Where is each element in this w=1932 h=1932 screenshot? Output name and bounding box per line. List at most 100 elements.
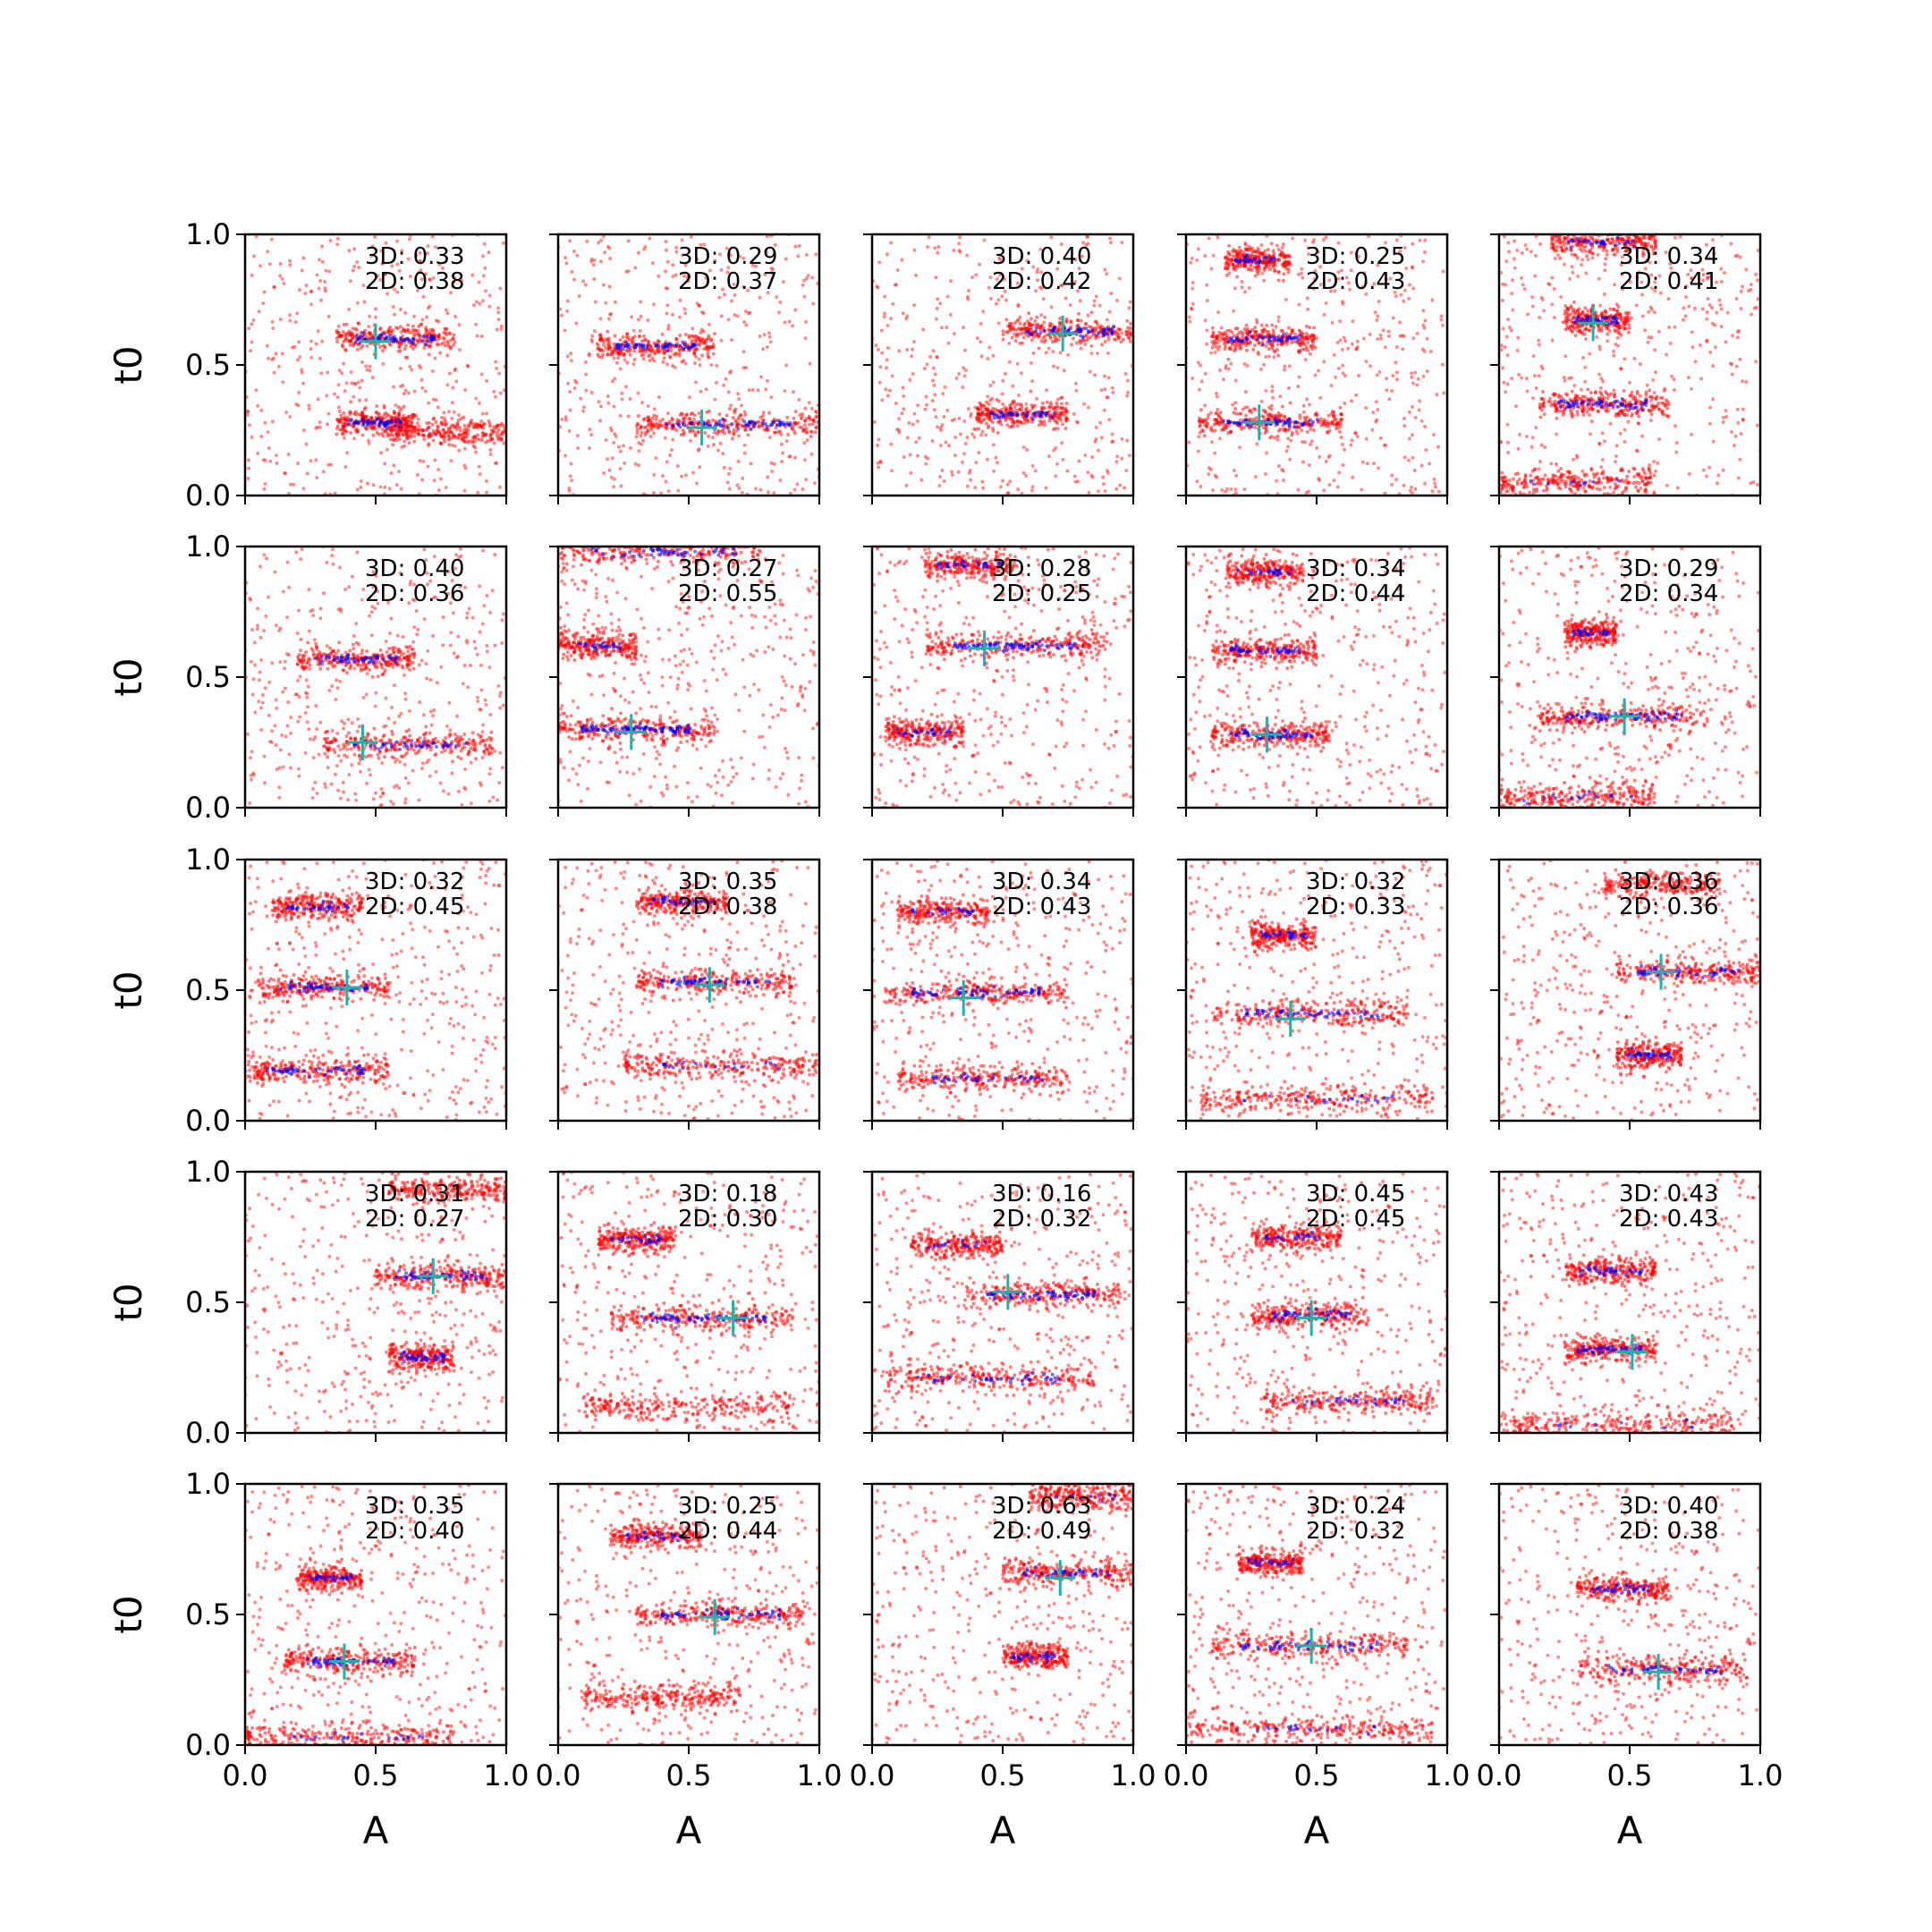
point-3d: [736, 392, 741, 396]
point-3d: [1550, 338, 1555, 343]
point-3d: [1381, 328, 1385, 333]
point-3d: [812, 419, 817, 424]
point-3d: [1406, 458, 1411, 462]
point-3d: [940, 423, 945, 428]
point-3d: [1055, 397, 1060, 402]
point-3d: [1256, 272, 1260, 276]
point-3d: [1364, 360, 1368, 364]
point-3d: [780, 459, 784, 463]
point-3d: [769, 267, 774, 271]
point-3d: [442, 341, 446, 345]
point-3d: [1196, 247, 1200, 251]
point-3d: [341, 432, 345, 436]
point-3d: [1116, 326, 1121, 331]
point-3d: [375, 404, 379, 409]
point-3d: [760, 413, 765, 418]
point-3d: [1410, 491, 1414, 496]
point-3d: [1334, 375, 1338, 379]
point-3d: [354, 327, 359, 332]
point-3d: [767, 335, 772, 339]
point-3d: [962, 452, 966, 456]
point-3d: [1205, 283, 1209, 287]
point-3d: [1318, 282, 1323, 286]
point-3d: [488, 448, 493, 453]
point-3d: [1097, 303, 1102, 308]
point-3d: [756, 388, 760, 393]
point-3d: [1047, 419, 1052, 423]
point-3d: [880, 351, 885, 355]
point-3d: [1425, 336, 1429, 341]
point-3d: [1378, 333, 1383, 337]
point-3d: [301, 381, 305, 386]
point-3d: [1215, 418, 1219, 422]
point-3d: [250, 273, 254, 277]
point-3d: [574, 380, 579, 385]
point-3d: [606, 329, 610, 334]
point-3d: [930, 378, 935, 383]
point-3d: [741, 284, 746, 289]
point-3d: [280, 276, 284, 281]
point-3d: [935, 425, 939, 429]
point-3d: [670, 363, 674, 368]
point-3d: [1276, 464, 1281, 469]
point-3d: [297, 340, 301, 344]
point-3d: [464, 436, 469, 440]
point-3d: [934, 275, 938, 280]
point-3d: [500, 432, 504, 436]
point-3d: [451, 284, 455, 289]
point-2d: [1033, 411, 1038, 415]
point-3d: [1106, 351, 1110, 355]
point-3d: [1039, 339, 1044, 343]
point-3d: [1410, 375, 1414, 379]
point-3d: [1532, 374, 1537, 378]
point-2d: [419, 339, 424, 343]
point-3d: [768, 340, 773, 344]
point-3d: [420, 318, 425, 322]
point-3d: [612, 404, 616, 409]
point-3d: [1269, 242, 1274, 246]
point-3d: [1105, 395, 1109, 400]
point-3d: [326, 462, 331, 467]
point-3d: [1341, 463, 1345, 468]
point-3d: [392, 463, 396, 468]
point-3d: [1099, 436, 1104, 440]
point-3d: [1060, 283, 1064, 287]
point-3d: [439, 415, 444, 419]
point-3d: [383, 272, 387, 276]
point-3d: [1538, 242, 1543, 246]
point-3d: [1752, 306, 1757, 310]
point-3d: [901, 311, 905, 316]
point-2d: [370, 419, 375, 424]
point-3d: [496, 318, 501, 322]
point-3d: [326, 370, 330, 375]
point-3d: [1385, 388, 1389, 393]
point-3d: [1374, 400, 1378, 404]
point-3d: [1704, 474, 1708, 479]
point-3d: [1220, 335, 1224, 340]
point-3d: [247, 326, 251, 331]
point-3d: [1216, 341, 1220, 345]
point-3d: [1354, 393, 1359, 397]
point-3d: [598, 348, 603, 352]
point-3d: [766, 490, 770, 495]
point-3d: [1279, 328, 1284, 333]
point-3d: [288, 263, 292, 267]
point-3d: [1202, 434, 1207, 438]
point-3d: [421, 294, 426, 299]
annotation-2d: 2D: 0.42: [992, 268, 1091, 295]
point-3d: [608, 257, 613, 261]
point-3d: [707, 322, 711, 326]
point-3d: [707, 335, 711, 340]
point-3d: [631, 328, 636, 333]
point-3d: [975, 336, 979, 341]
point-3d: [399, 417, 403, 421]
point-3d: [416, 340, 420, 344]
point-3d: [707, 345, 711, 350]
point-3d: [1436, 445, 1441, 449]
point-3d: [272, 285, 276, 290]
point-3d: [792, 416, 796, 420]
point-3d: [925, 362, 929, 367]
point-3d: [482, 434, 487, 438]
point-3d: [1732, 444, 1736, 448]
point-3d: [1244, 343, 1249, 348]
